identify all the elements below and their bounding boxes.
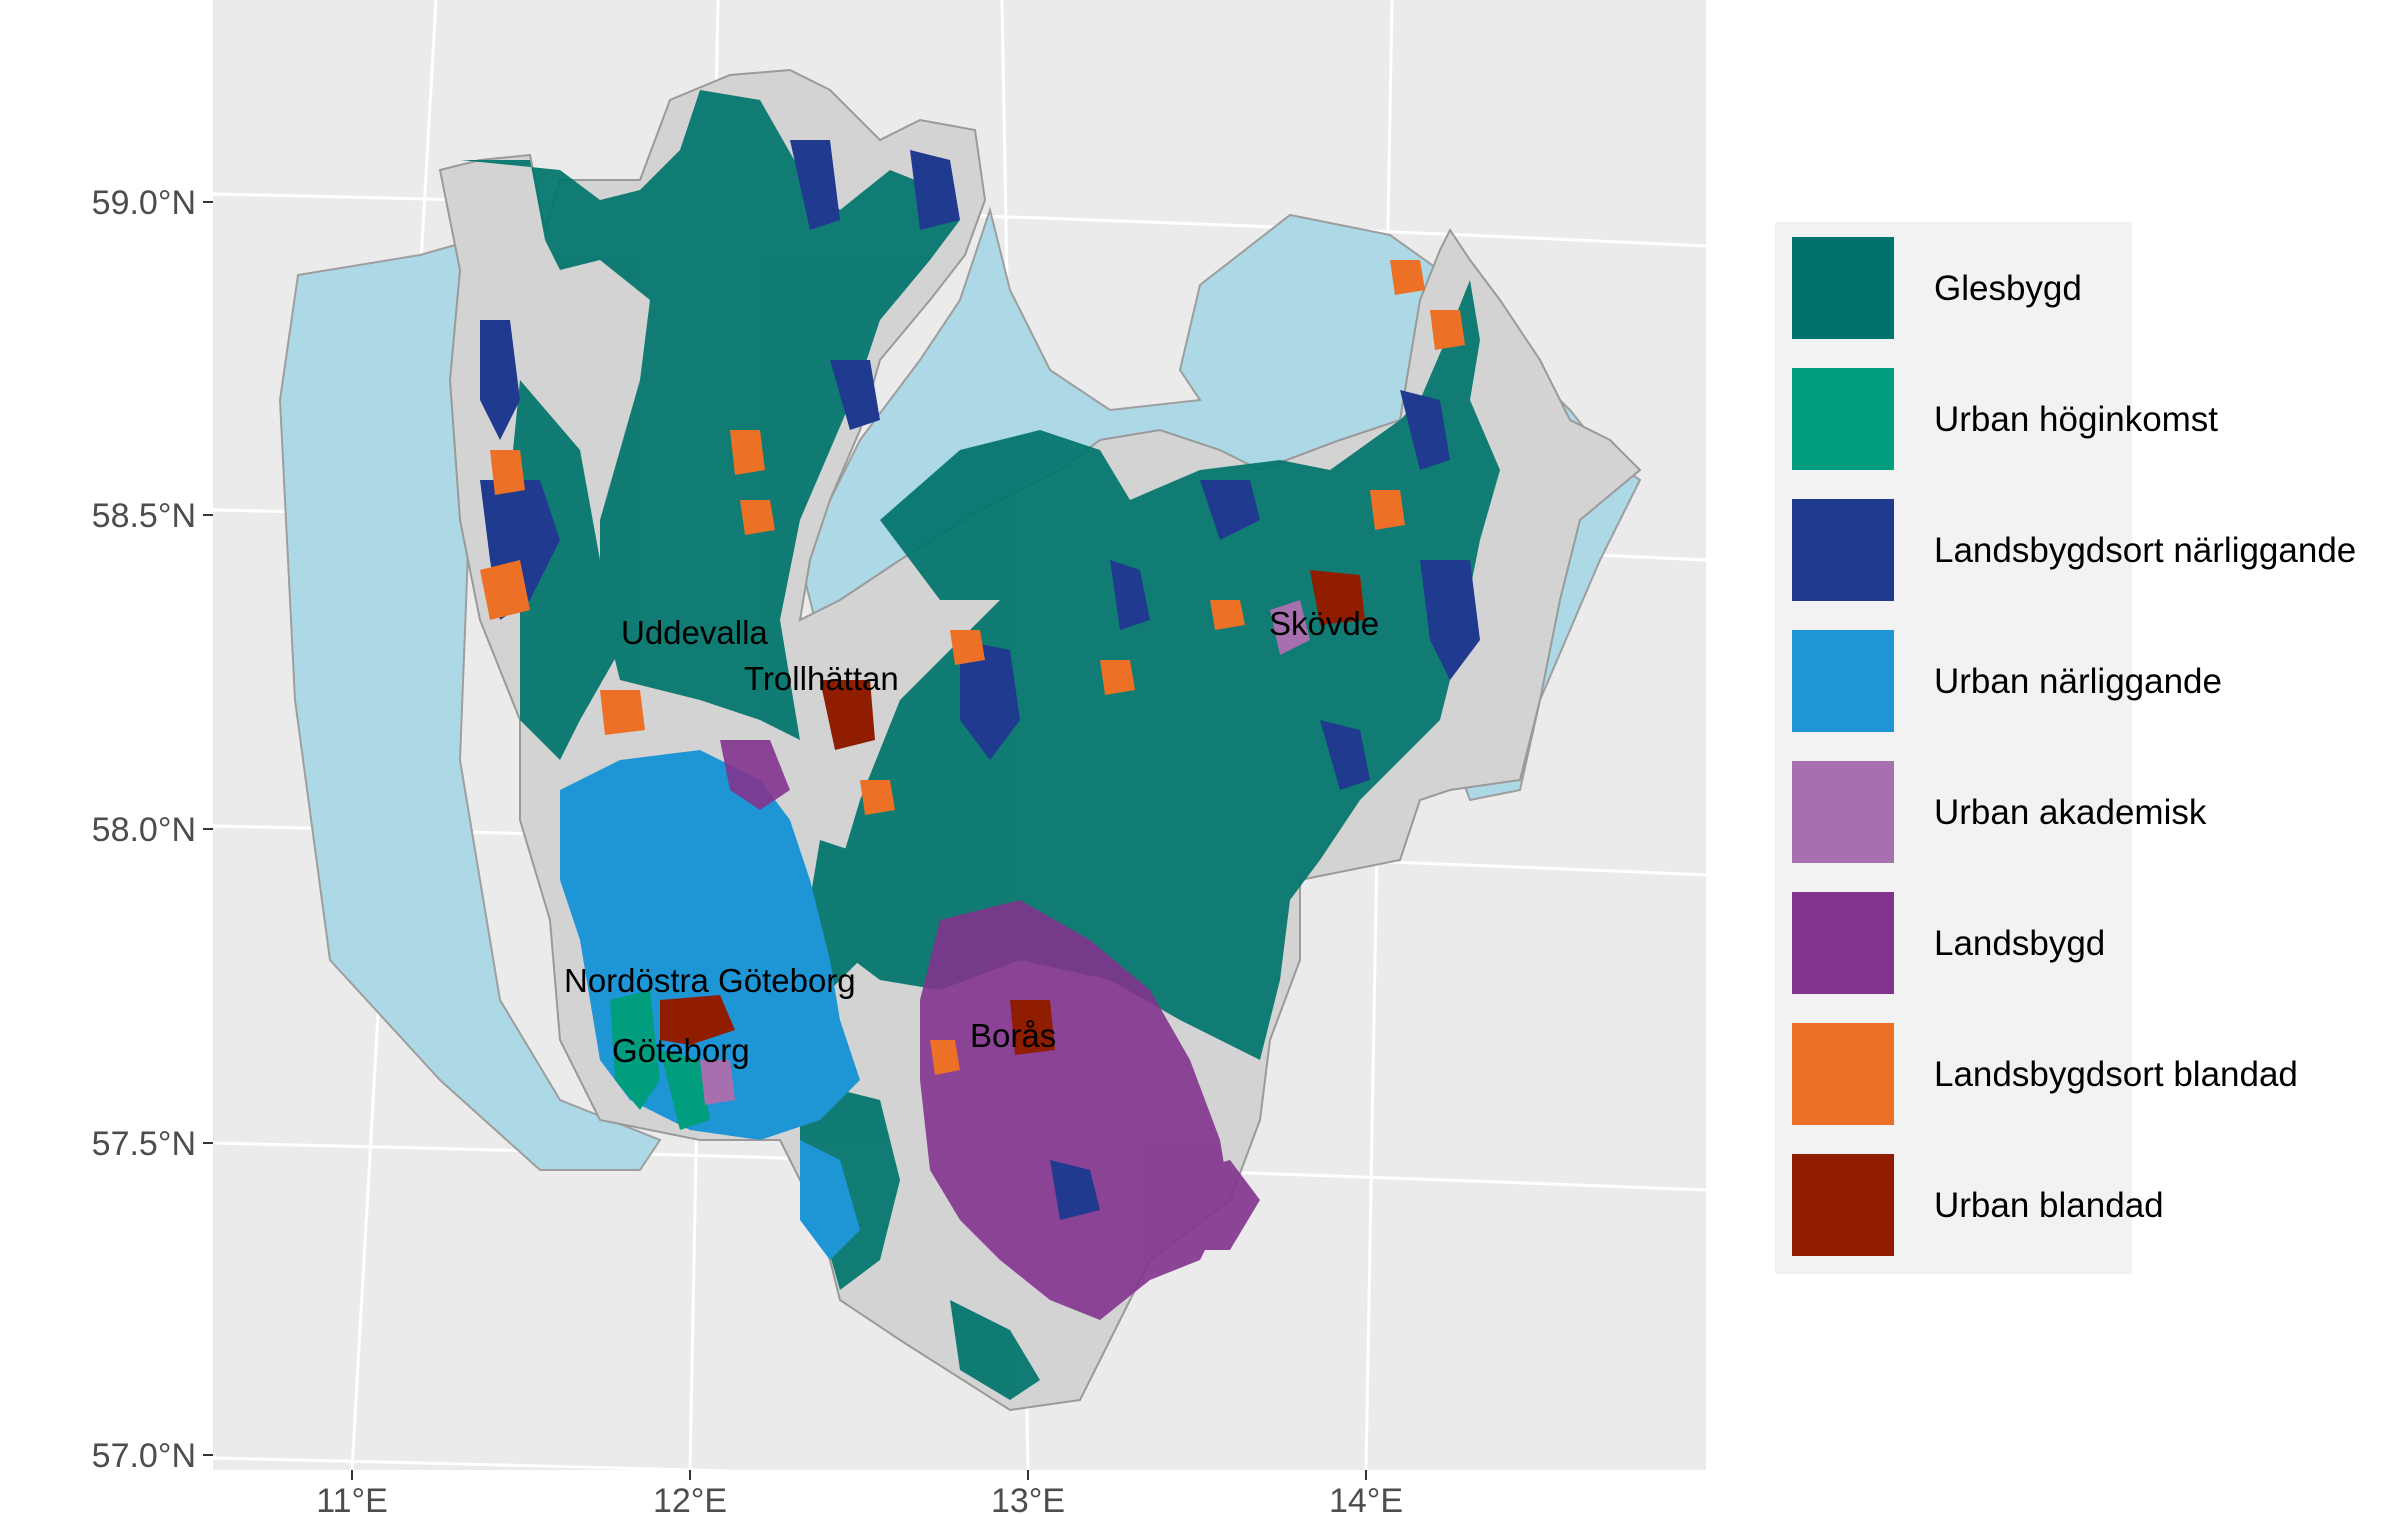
y-tick-label: 58.5°N <box>92 497 196 535</box>
legend-label: Urban höginkomst <box>1934 400 2218 439</box>
x-tick-label: 11°E <box>316 1482 388 1515</box>
x-tick-label: 13°E <box>991 1482 1065 1515</box>
area-urban-akademisk <box>700 600 1310 1105</box>
legend-label: Landsbygdsort blandad <box>1934 1055 2298 1094</box>
y-tick-label: 59.0°N <box>92 184 196 222</box>
legend-label: Landsbygd <box>1934 924 2105 963</box>
legend-key-swatch <box>1792 892 1894 994</box>
city-label-skovde: Skövde <box>1269 605 1379 642</box>
legend: Glesbygd Urban höginkomst Landsbygdsort nä… <box>1775 222 2356 1274</box>
area-urban-hoginkomst <box>610 990 710 1130</box>
x-axis: 11°E 12°E 13°E 14°E <box>316 1470 1403 1515</box>
legend-key-swatch <box>1792 1154 1894 1256</box>
area-landsbygdsort-blandad <box>480 260 1465 1075</box>
x-tick-label: 14°E <box>1329 1482 1403 1515</box>
city-label-uddevalla: Uddevalla <box>621 614 768 651</box>
legend-label: Urban blandad <box>1934 1186 2164 1225</box>
legend-label: Landsbygdsort närliggande <box>1934 531 2356 570</box>
city-label-boras: Borås <box>970 1017 1056 1054</box>
legend-label: Urban närliggande <box>1934 662 2222 701</box>
legend-key-swatch <box>1792 630 1894 732</box>
legend-key-swatch <box>1792 499 1894 601</box>
area-urban-blandad <box>660 570 1365 1055</box>
y-tick-label: 57.5°N <box>92 1125 196 1163</box>
y-tick-label: 58.0°N <box>92 811 196 849</box>
legend-label: Urban akademisk <box>1934 793 2207 832</box>
legend-key-swatch <box>1792 237 1894 339</box>
area-landsbygd <box>720 740 1260 1320</box>
y-axis: 59.0°N 58.5°N 58.0°N 57.5°N 57.0°N <box>92 184 213 1475</box>
legend-key-swatch <box>1792 1023 1894 1125</box>
y-tick-label: 57.0°N <box>92 1437 196 1475</box>
legend-key-swatch <box>1792 761 1894 863</box>
city-label-goteborg: Göteborg <box>612 1032 750 1069</box>
area-glesbygd <box>460 90 1500 1400</box>
legend-key-swatch <box>1792 368 1894 470</box>
x-tick-label: 12°E <box>653 1482 727 1515</box>
legend-label: Glesbygd <box>1934 269 2082 308</box>
city-label-nordostra-goteborg: Nordöstra Göteborg <box>564 962 856 999</box>
city-label-trollhattan: Trollhättan <box>744 660 899 697</box>
